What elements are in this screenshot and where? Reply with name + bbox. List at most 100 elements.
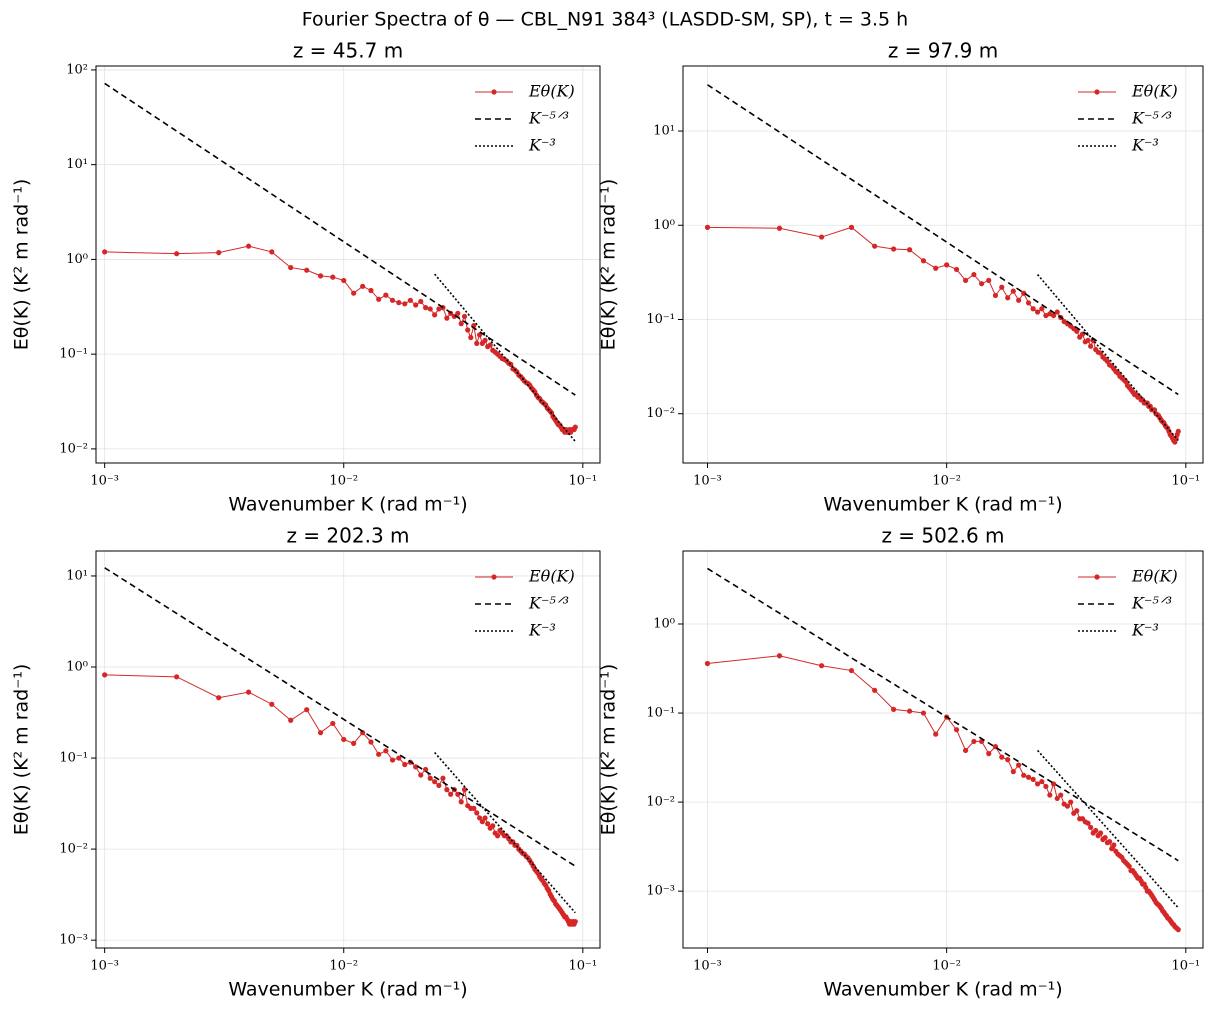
y-axis-label: Eθ(K) (K² m rad⁻¹) (598, 179, 620, 351)
data-point (944, 262, 950, 268)
legend: Eθ(K) K⁻⁵ᐟ³ K⁻³ (1078, 567, 1178, 640)
y-tick-label: 10⁻² (59, 842, 88, 857)
data-point (1151, 407, 1158, 413)
data-point (461, 313, 468, 320)
data-point (999, 284, 1005, 290)
data-point (436, 306, 442, 312)
x-tick-label: 10⁻³ (90, 959, 119, 974)
data-point (174, 674, 180, 680)
data-point (476, 332, 483, 338)
data-point (317, 730, 324, 736)
data-point (920, 258, 927, 264)
series-line (1036, 274, 1179, 442)
y-axis-label: Eθ(K) (K² m rad⁻¹) (598, 664, 620, 836)
data-point (102, 249, 108, 255)
data-point (102, 672, 108, 678)
legend: Eθ(K) K⁻⁵ᐟ³ K⁻³ (1078, 82, 1178, 155)
y-tick-label: 10⁻² (59, 441, 88, 456)
data-point (245, 243, 252, 249)
legend-label: K⁻⁵ᐟ³ (528, 594, 569, 613)
data-point (479, 819, 485, 825)
data-point (890, 706, 897, 712)
data-point (485, 821, 491, 827)
data-point (1005, 295, 1011, 301)
legend-label: K⁻³ (528, 136, 556, 155)
data-point (396, 300, 402, 306)
y-tick-label: 10⁻² (646, 795, 675, 810)
data-point (1034, 781, 1041, 787)
data-point (1005, 757, 1011, 763)
data-point (1085, 820, 1091, 826)
x-tick-label: 10⁻³ (90, 474, 119, 489)
data-point (269, 249, 275, 255)
legend-label: K⁻⁵ᐟ³ (1131, 109, 1172, 128)
data-point (269, 701, 275, 707)
data-point (1074, 808, 1080, 814)
x-tick-label: 10⁻² (329, 959, 358, 974)
data-point (1106, 839, 1113, 845)
legend-label: K⁻³ (528, 621, 556, 640)
data-point (971, 271, 977, 278)
data-point (953, 727, 960, 733)
data-point (1074, 328, 1080, 334)
plot-area (102, 82, 578, 442)
data-point (953, 266, 960, 273)
data-point (482, 337, 488, 343)
subplot-title: z = 202.3 m (286, 524, 409, 548)
data-point (330, 274, 336, 280)
data-point (383, 748, 389, 754)
data-point (216, 250, 222, 256)
data-point (1054, 795, 1060, 802)
series-line (707, 84, 1179, 396)
data-point (448, 791, 454, 797)
y-tick-label: 10⁻² (646, 406, 675, 421)
data-point (427, 775, 433, 781)
y-tick-label: 10² (66, 62, 88, 77)
data-point (471, 805, 477, 811)
data-point (1088, 343, 1094, 349)
y-tick-label: 10⁻³ (59, 933, 88, 948)
legend-label: Eθ(K) (1131, 567, 1178, 586)
data-point (436, 782, 442, 789)
y-tick-label: 10⁰ (66, 660, 88, 675)
data-point (906, 247, 913, 253)
data-point (458, 799, 464, 805)
data-point (1093, 827, 1099, 834)
legend-label: K⁻⁵ᐟ³ (528, 109, 569, 128)
data-point (1097, 830, 1104, 836)
x-tick-label: 10⁻² (932, 959, 961, 974)
series-line (104, 82, 576, 396)
data-point (962, 747, 969, 754)
y-tick-label: 10¹ (66, 568, 88, 583)
data-point (330, 720, 336, 727)
data-point (933, 265, 939, 271)
data-point (1175, 428, 1181, 434)
series-line (434, 752, 576, 914)
data-point (1088, 824, 1094, 830)
data-point (872, 243, 878, 249)
x-tick-label: 10⁻¹ (1171, 959, 1200, 974)
data-point (461, 787, 468, 793)
data-point (368, 287, 374, 294)
data-point (304, 707, 310, 713)
subplot-title: z = 45.7 m (293, 39, 403, 63)
data-point (494, 833, 501, 839)
data-point (389, 297, 396, 303)
data-point (1102, 834, 1108, 841)
data-point (1030, 306, 1036, 312)
data-point (1175, 927, 1181, 933)
y-tick-label: 10⁰ (653, 218, 675, 233)
data-point (1016, 762, 1022, 768)
data-point (1126, 863, 1132, 869)
data-point (572, 424, 578, 430)
data-point (444, 787, 450, 793)
data-point (1054, 309, 1060, 315)
data-point (444, 315, 450, 321)
series-line (707, 655, 1179, 930)
data-point (1111, 842, 1117, 848)
data-point (465, 327, 471, 333)
plot-area (102, 567, 578, 927)
data-point (474, 810, 480, 816)
data-point (245, 689, 252, 695)
data-point (992, 292, 999, 299)
